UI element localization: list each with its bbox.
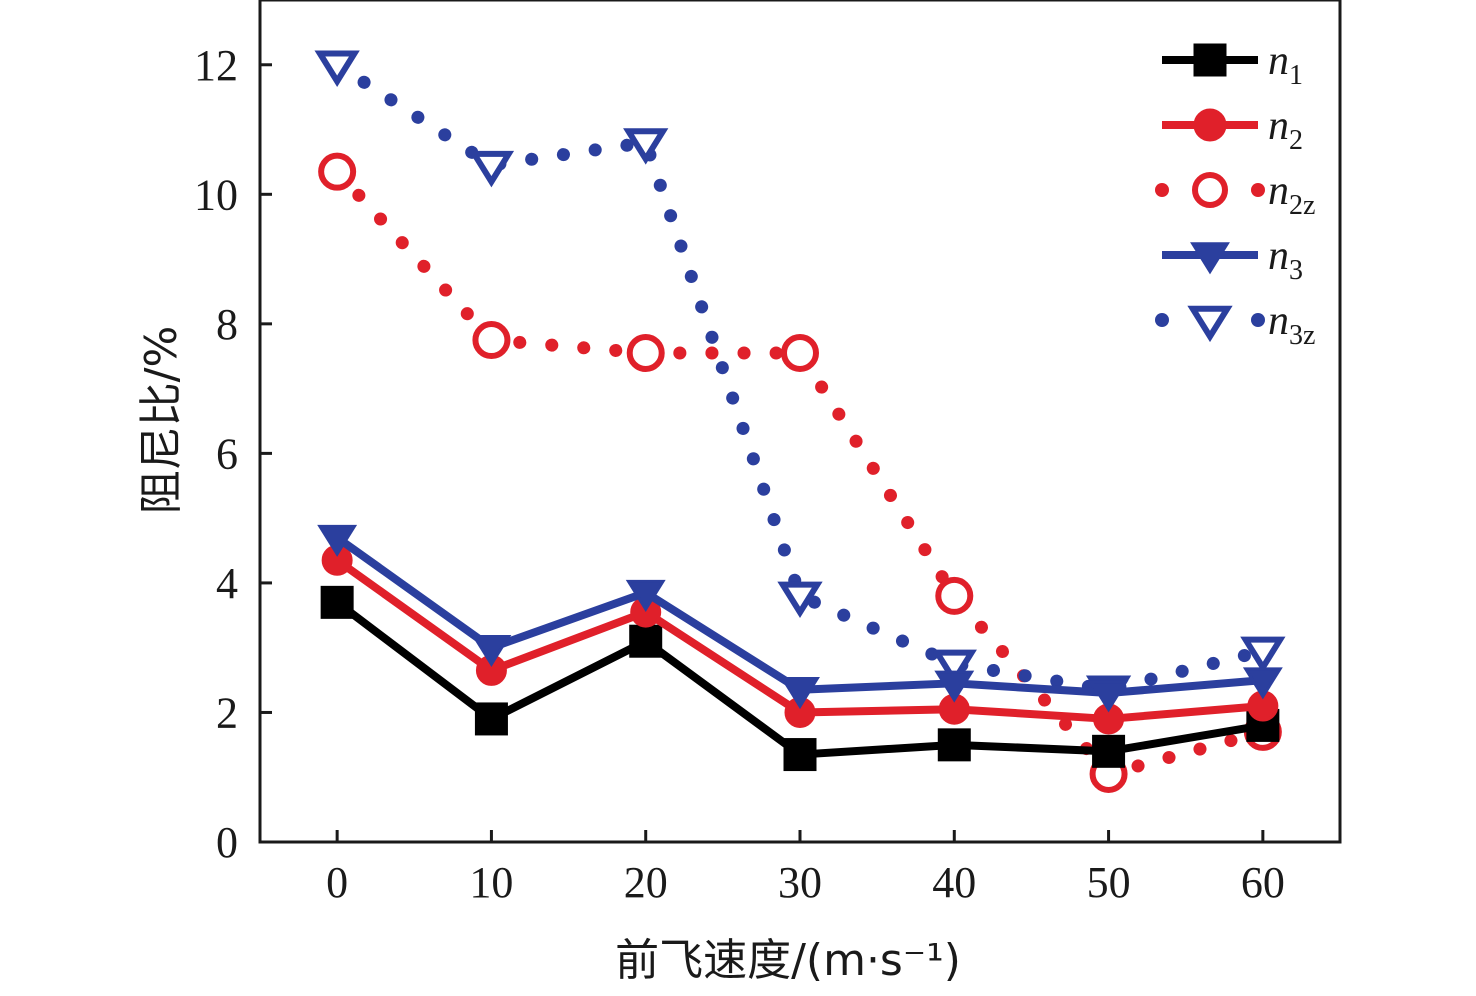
legend-item-n3: n3: [1162, 233, 1303, 286]
data-point-n3: [1242, 667, 1283, 700]
data-point-n2z: [935, 576, 974, 615]
data-point-n2z: [318, 152, 357, 191]
data-point-n3: [625, 579, 666, 612]
data-point-n3: [780, 677, 820, 710]
data-point-n2z: [472, 321, 511, 360]
legend-item-n1: n1: [1162, 38, 1303, 91]
legend-label-n2: n2: [1268, 103, 1303, 156]
y-tick-label: 2: [216, 688, 238, 737]
data-point-n3z: [931, 649, 977, 687]
legend-item-n2z: n2z: [1155, 168, 1315, 221]
data-point-n3z: [623, 128, 669, 165]
legend-marker: [1193, 108, 1227, 142]
data-point-n1: [937, 728, 971, 762]
legend-label-sub: 2z: [1289, 190, 1315, 221]
legend-label-base: n: [1268, 298, 1289, 344]
data-point-n3: [471, 634, 512, 668]
data-point-n2z: [626, 333, 665, 372]
x-tick-label: 10: [469, 858, 513, 907]
x-axis-title: 前飞速度/(m·s⁻¹): [615, 935, 961, 986]
data-point-n1: [1092, 734, 1126, 768]
series-n3: [317, 524, 1283, 713]
legend-label-base: n: [1268, 103, 1289, 149]
legend-label-n2z: n2z: [1268, 168, 1315, 221]
legend-label-n3z: n3z: [1268, 298, 1315, 351]
legend-label-sub: 2: [1289, 125, 1303, 156]
x-tick-label: 50: [1087, 858, 1131, 907]
legend-label-base: n: [1268, 168, 1289, 214]
legend-label-n3: n3: [1268, 233, 1303, 286]
y-axis-title: 阻尼比/%: [136, 326, 187, 515]
y-tick-label: 4: [216, 559, 238, 608]
legend-marker: [1192, 172, 1228, 208]
data-point-n3z: [314, 50, 360, 87]
legend-marker: [1190, 242, 1230, 275]
legend-dot: [1155, 183, 1169, 197]
y-tick-label: 12: [194, 41, 238, 90]
x-axis: 0 10 20 30 40 50 60: [326, 830, 1285, 907]
y-tick-label: 8: [216, 300, 238, 349]
legend-dot: [1155, 313, 1169, 327]
legend-label-sub: 1: [1289, 60, 1303, 91]
y-tick-label: 6: [216, 429, 238, 478]
y-tick-label: 0: [216, 818, 238, 867]
legend-label-sub: 3z: [1289, 320, 1315, 351]
legend-item-n3z: n3z: [1155, 298, 1315, 351]
data-point-n3z: [468, 150, 515, 188]
series-layer: [314, 50, 1286, 793]
x-tick-label: 40: [932, 858, 976, 907]
legend-item-n2: n2: [1162, 103, 1303, 156]
legend-marker: [1187, 305, 1233, 343]
data-point-n1: [474, 702, 508, 736]
y-tick-label: 10: [194, 170, 238, 219]
legend-label-base: n: [1268, 38, 1289, 84]
data-point-n1: [783, 738, 817, 772]
data-point-n3z: [777, 581, 823, 619]
series-n3z: [314, 50, 1286, 712]
data-point-n3: [934, 670, 975, 703]
legend-dot: [1251, 183, 1265, 197]
data-point-n3: [317, 524, 358, 557]
legend-marker: [1193, 43, 1227, 77]
x-tick-label: 0: [326, 858, 348, 907]
legend-label-base: n: [1268, 233, 1289, 279]
x-tick-label: 20: [624, 858, 668, 907]
series-n1: [320, 585, 1280, 772]
data-point-n1: [320, 585, 354, 619]
data-point-n3: [1088, 680, 1129, 713]
legend-label-sub: 3: [1289, 255, 1303, 286]
y-axis: 0 2 4 6 8 10 12: [194, 41, 272, 867]
x-tick-label: 30: [778, 858, 822, 907]
data-point-n1: [629, 624, 663, 658]
data-point-n3z: [1240, 636, 1286, 674]
x-tick-label: 60: [1241, 858, 1285, 907]
legend-dot: [1251, 313, 1265, 327]
legend-label-n1: n1: [1268, 38, 1303, 91]
data-point-n2z: [781, 333, 819, 372]
